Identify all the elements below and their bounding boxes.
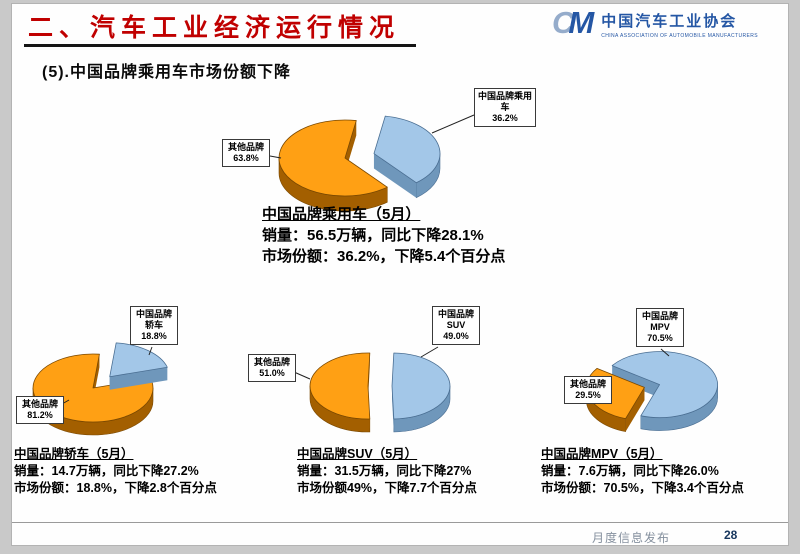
summary-suv: 中国品牌SUV（5月） 销量：31.5万辆，同比下降27% 市场份额49%，下降… — [297, 446, 477, 497]
caam-logo: CM 中国汽车工业协会 CHINA ASSOCIATION OF AUTOMOB… — [552, 7, 758, 40]
logo-letter-c: C — [552, 5, 575, 40]
callout-sedan-china-brand: 中国品牌轿车 18.8% — [130, 306, 178, 345]
caam-logo-name-en: CHINA ASSOCIATION OF AUTOMOBILE MANUFACT… — [601, 33, 758, 39]
summary-sales: 销量：31.5万辆，同比下降27% — [297, 464, 472, 478]
callout-label: 中国品牌MPV — [641, 311, 678, 332]
callout-pct: 63.8% — [233, 153, 259, 163]
callout-label: 其他品牌 — [569, 379, 606, 389]
footer-label: 月度信息发布 — [592, 531, 671, 545]
pie-suv — [293, 346, 451, 433]
callout-pct: 70.5% — [647, 333, 673, 343]
page-title: 二、汽车工业经济运行情况 — [28, 14, 401, 42]
callout-label: 其他品牌 — [253, 357, 290, 367]
callout-label: 其他品牌 — [21, 399, 58, 409]
summary-share: 市场份额49%，下降7.7个百分点 — [297, 481, 477, 495]
summary-sales: 销量：56.5万辆，同比下降28.1% — [262, 227, 484, 244]
logo-letter-m: M — [568, 5, 595, 40]
slice-china-brand-cut-face — [612, 365, 660, 398]
pie-mpv — [586, 348, 718, 432]
summary-share: 市场份额：18.8%，下降2.8个百分点 — [14, 481, 217, 495]
caam-logo-name: 中国汽车工业协会 — [601, 13, 738, 30]
pie-passenger-cars — [269, 114, 475, 212]
slice-china-brand-cut-face — [109, 367, 168, 390]
callout-connector-line — [269, 155, 282, 159]
callout-pct: 49.0% — [443, 331, 469, 341]
callout-label: 其他品牌 — [227, 142, 264, 152]
callout-suv-china-brand: 中国品牌SUV 49.0% — [432, 306, 480, 345]
title-underline — [24, 44, 416, 47]
callout-connector-line — [148, 346, 153, 356]
slice-other-brands-top — [278, 119, 388, 197]
callout-pct: 18.8% — [141, 331, 167, 341]
callout-connector-line — [431, 114, 475, 134]
summary-title: 中国品牌乘用车（5月） — [262, 206, 421, 223]
callout-pct: 29.5% — [575, 390, 601, 400]
slice-china-brand-top — [373, 115, 441, 184]
callout-pct: 36.2% — [492, 113, 518, 123]
summary-sales: 销量：7.6万辆，同比下降26.0% — [541, 464, 719, 478]
callout-suv-other-brands: 其他品牌 51.0% — [248, 354, 296, 382]
callout-connector-line — [660, 348, 670, 357]
callout-label: 中国品牌轿车 — [135, 309, 172, 330]
callout-pct: 51.0% — [259, 368, 285, 378]
callout-connector-line — [293, 371, 311, 380]
summary-title: 中国品牌轿车（5月） — [14, 447, 134, 461]
callout-sedan-other-brands: 其他品牌 81.2% — [16, 396, 64, 424]
caam-logo-icon: CM — [552, 7, 594, 39]
summary-share: 市场份额：36.2%，下降5.4个百分点 — [262, 248, 506, 265]
callout-mpv-china-brand: 中国品牌MPV 70.5% — [636, 308, 684, 347]
summary-mpv: 中国品牌MPV（5月） 销量：7.6万辆，同比下降26.0% 市场份额：70.5… — [541, 446, 744, 497]
summary-sedan: 中国品牌轿车（5月） 销量：14.7万辆，同比下降27.2% 市场份额：18.8… — [14, 446, 217, 497]
slice-china-brand-top — [109, 342, 168, 378]
callout-label: 中国品牌SUV — [437, 309, 474, 330]
callout-passenger-other-brands: 其他品牌 63.8% — [222, 139, 270, 167]
callout-label: 中国品牌乘用车 — [477, 91, 532, 112]
summary-sales: 销量：14.7万辆，同比下降27.2% — [14, 464, 199, 478]
summary-title: 中国品牌MPV（5月） — [541, 447, 663, 461]
callout-mpv-other-brands: 其他品牌 29.5% — [564, 376, 612, 404]
callout-connector-line — [420, 346, 439, 358]
callout-pct: 81.2% — [27, 410, 53, 420]
footer-divider — [12, 522, 788, 523]
summary-title: 中国品牌SUV（5月） — [297, 447, 418, 461]
summary-passenger: 中国品牌乘用车（5月） 销量：56.5万辆，同比下降28.1% 市场份额：36.… — [262, 204, 505, 267]
slice-china-brand-top — [391, 352, 451, 420]
slice-china-brand-top — [611, 351, 718, 418]
summary-share: 市场份额：70.5%，下降3.4个百分点 — [541, 481, 744, 495]
slide-background — [11, 3, 789, 546]
footer-page-number: 28 — [724, 528, 738, 542]
slice-china-brand-cut-face — [373, 153, 417, 198]
callout-passenger-china-brand: 中国品牌乘用车 36.2% — [474, 88, 536, 127]
section-subtitle: (5).中国品牌乘用车市场份额下降 — [42, 64, 292, 81]
caam-logo-text: 中国汽车工业协会 CHINA ASSOCIATION OF AUTOMOBILE… — [601, 7, 758, 39]
slice-other-brands-top — [309, 352, 371, 420]
